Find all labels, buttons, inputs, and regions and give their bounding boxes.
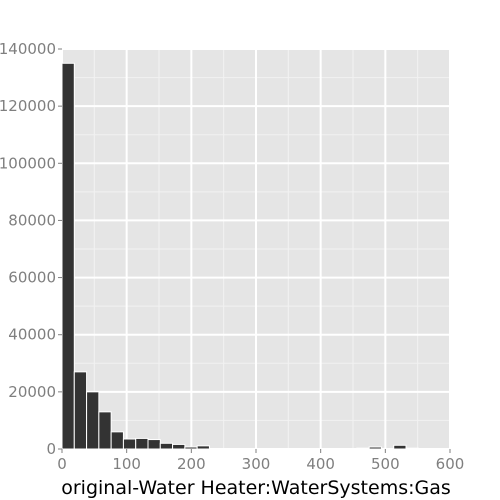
y-tick-label: 0	[46, 440, 56, 458]
x-tick-label: 400	[306, 455, 335, 473]
y-tick-label: 100000	[0, 154, 56, 172]
histogram-bar	[135, 437, 149, 450]
histogram-bar	[196, 445, 210, 450]
x-tick-label: 0	[57, 455, 67, 473]
x-tick-label: 300	[242, 455, 271, 473]
histogram-bar	[368, 446, 382, 450]
histogram-bar	[405, 447, 419, 450]
histogram-bar	[356, 447, 370, 450]
x-tick-label: 200	[177, 455, 206, 473]
histogram-bar	[393, 444, 407, 450]
histogram-bar	[86, 391, 100, 450]
y-tick-label: 140000	[0, 40, 56, 58]
histogram-bar	[184, 446, 198, 450]
histogram-bar	[122, 438, 137, 450]
histogram-bar	[110, 431, 124, 450]
histogram-bar	[61, 62, 75, 450]
y-axis-ticks: 0 20000 40000 60000 80000 100000 120000 140000	[0, 40, 62, 458]
histogram-bar	[147, 439, 161, 450]
y-tick-label: 60000	[8, 269, 56, 287]
histogram-bar	[98, 411, 112, 450]
histogram-bars	[61, 62, 419, 450]
y-tick-label: 120000	[0, 97, 56, 115]
y-tick-label: 40000	[8, 326, 56, 344]
x-tick-label: 500	[371, 455, 400, 473]
x-tick-label: 100	[112, 455, 141, 473]
histogram-bar	[172, 443, 186, 450]
x-axis-title: original-Water Heater:WaterSystems:Gas	[61, 477, 451, 499]
x-axis-ticks: 0 100 200 300 400 500 600	[57, 449, 464, 473]
y-tick-label: 20000	[8, 383, 56, 401]
x-tick-label: 600	[436, 455, 465, 473]
y-tick-label: 80000	[8, 211, 56, 229]
histogram-bar	[159, 442, 174, 450]
histogram-bar	[73, 371, 88, 450]
